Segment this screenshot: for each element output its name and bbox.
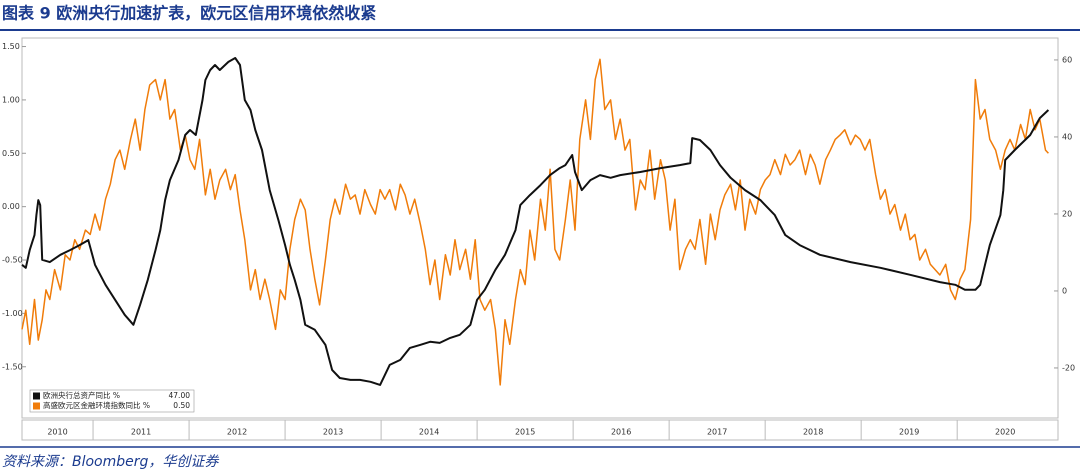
plot-area bbox=[21, 37, 1059, 419]
legend-label: 欧洲央行总资产同比 % bbox=[43, 390, 120, 400]
y-tick-label: 1.00 bbox=[2, 95, 20, 104]
legend-value: 47.00 bbox=[169, 391, 191, 400]
y2-tick-label: -20 bbox=[1062, 363, 1075, 372]
legend-label: 高盛欧元区金融环境指数同比 % bbox=[43, 400, 150, 410]
legend-swatch bbox=[33, 392, 40, 400]
y2-tick-label: 0 bbox=[1062, 286, 1067, 295]
series-line bbox=[21, 57, 1050, 386]
y-tick-label: 1.50 bbox=[2, 42, 20, 51]
x-tick-label: 2020 bbox=[995, 428, 1015, 437]
x-axis-band bbox=[21, 419, 1059, 441]
x-tick-label: 2013 bbox=[323, 428, 343, 437]
x-tick-label: 2016 bbox=[611, 428, 631, 437]
series-line bbox=[21, 58, 1049, 386]
x-tick-label: 2019 bbox=[899, 428, 919, 437]
y-tick-label: 0.00 bbox=[2, 202, 20, 211]
x-tick-label: 2018 bbox=[803, 428, 823, 437]
figure-title: 图表 9 欧洲央行加速扩表，欧元区信用环境依然收紧 bbox=[2, 4, 376, 23]
x-tick-label: 2017 bbox=[707, 428, 727, 437]
x-tick-label: 2014 bbox=[419, 428, 439, 437]
y2-tick-label: 40 bbox=[1062, 132, 1072, 141]
x-tick-label: 2015 bbox=[515, 428, 535, 437]
y-tick-label: -0.50 bbox=[2, 256, 23, 265]
legend-swatch bbox=[33, 402, 40, 410]
y-tick-label: -1.00 bbox=[2, 309, 23, 318]
y2-tick-label: 60 bbox=[1062, 55, 1072, 64]
y2-tick-label: 20 bbox=[1062, 209, 1072, 218]
y-tick-label: 0.50 bbox=[2, 149, 20, 158]
x-tick-label: 2011 bbox=[131, 428, 151, 437]
source-note: 资料来源：Bloomberg，华创证券 bbox=[2, 454, 219, 470]
legend-box bbox=[29, 389, 195, 413]
x-tick-label: 2010 bbox=[47, 428, 67, 437]
x-tick-label: 2012 bbox=[227, 428, 247, 437]
legend-value: 0.50 bbox=[173, 401, 190, 410]
y-tick-label: -1.50 bbox=[2, 362, 23, 371]
